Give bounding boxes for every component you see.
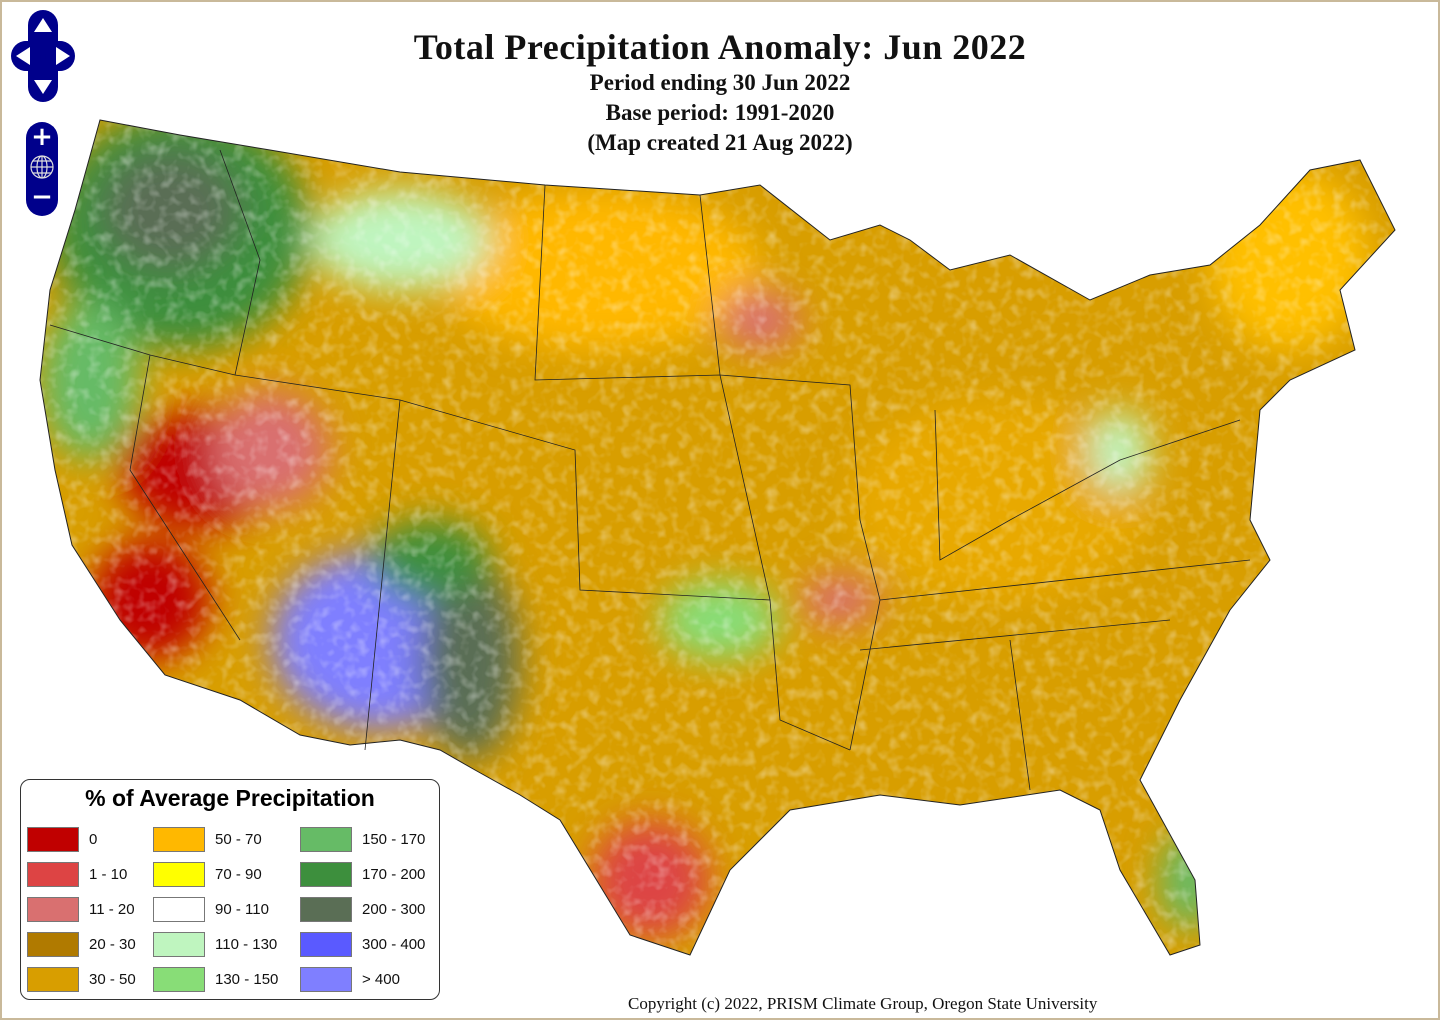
subtitle-created: (Map created 21 Aug 2022) xyxy=(587,130,853,155)
legend-label: 30 - 50 xyxy=(89,970,136,988)
pan-down-icon[interactable] xyxy=(34,80,52,94)
legend-label: 70 - 90 xyxy=(215,865,262,883)
legend: % of Average Precipitation 0 50 - 70 150 -… xyxy=(20,779,440,1000)
legend-item: 20 - 30 xyxy=(27,931,153,957)
legend-item: 130 - 150 xyxy=(153,966,300,992)
legend-swatch xyxy=(300,931,352,957)
legend-swatch xyxy=(153,931,205,957)
legend-swatch xyxy=(153,966,205,992)
legend-swatch xyxy=(27,966,79,992)
legend-label: 300 - 400 xyxy=(362,935,426,953)
map-title-block: Total Precipitation Anomaly: Jun 2022 Pe… xyxy=(0,26,1440,158)
pan-control[interactable] xyxy=(10,8,76,104)
globe-icon[interactable] xyxy=(29,154,55,180)
legend-item: 50 - 70 xyxy=(153,826,300,852)
legend-swatch xyxy=(300,896,352,922)
legend-grid: 0 50 - 70 150 - 170 1 - 10 70 - 90 170 - 200 1… xyxy=(27,826,440,992)
legend-label: 170 - 200 xyxy=(362,865,426,883)
pan-up-icon[interactable] xyxy=(34,18,52,32)
legend-swatch xyxy=(153,826,205,852)
legend-label: 11 - 20 xyxy=(89,900,135,918)
legend-swatch xyxy=(300,966,352,992)
legend-label: > 400 xyxy=(362,970,400,988)
legend-swatch xyxy=(300,861,352,887)
legend-label: 0 xyxy=(89,830,98,848)
legend-label: 200 - 300 xyxy=(362,900,426,918)
legend-swatch xyxy=(300,826,352,852)
legend-item: 30 - 50 xyxy=(27,966,153,992)
legend-label: 1 - 10 xyxy=(89,865,128,883)
legend-label: 110 - 130 xyxy=(215,935,278,953)
zoom-out-button[interactable]: − xyxy=(31,182,53,212)
legend-item: 11 - 20 xyxy=(27,896,153,922)
legend-swatch xyxy=(27,931,79,957)
legend-label: 50 - 70 xyxy=(215,830,262,848)
copyright-text: Copyright (c) 2022, PRISM Climate Group,… xyxy=(628,994,1098,1013)
pan-right-icon[interactable] xyxy=(56,47,70,65)
legend-item: 200 - 300 xyxy=(300,896,440,922)
map-title: Total Precipitation Anomaly: Jun 2022 xyxy=(413,27,1027,67)
state-borders xyxy=(49,149,1251,791)
legend-item: 0 xyxy=(27,826,153,852)
zoom-control: + − xyxy=(26,122,58,216)
legend-label: 130 - 150 xyxy=(215,970,279,988)
legend-title: % of Average Precipitation xyxy=(85,785,375,811)
subtitle-base-period: Base period: 1991-2020 xyxy=(605,100,835,125)
legend-swatch xyxy=(27,861,79,887)
legend-item: 150 - 170 xyxy=(300,826,440,852)
legend-swatch xyxy=(153,861,205,887)
pan-left-icon[interactable] xyxy=(16,47,30,65)
legend-label: 90 - 110 xyxy=(215,900,269,918)
legend-item: 110 - 130 xyxy=(153,931,300,957)
legend-swatch xyxy=(27,826,79,852)
legend-item: 1 - 10 xyxy=(27,861,153,887)
legend-swatch xyxy=(27,896,79,922)
legend-label: 20 - 30 xyxy=(89,935,136,953)
legend-item: > 400 xyxy=(300,966,440,992)
zoom-in-button[interactable]: + xyxy=(31,122,53,152)
legend-item: 90 - 110 xyxy=(153,896,300,922)
legend-item: 170 - 200 xyxy=(300,861,440,887)
subtitle-period: Period ending 30 Jun 2022 xyxy=(589,70,851,95)
legend-item: 70 - 90 xyxy=(153,861,300,887)
legend-swatch xyxy=(153,896,205,922)
legend-label: 150 - 170 xyxy=(362,830,426,848)
legend-item: 300 - 400 xyxy=(300,931,440,957)
